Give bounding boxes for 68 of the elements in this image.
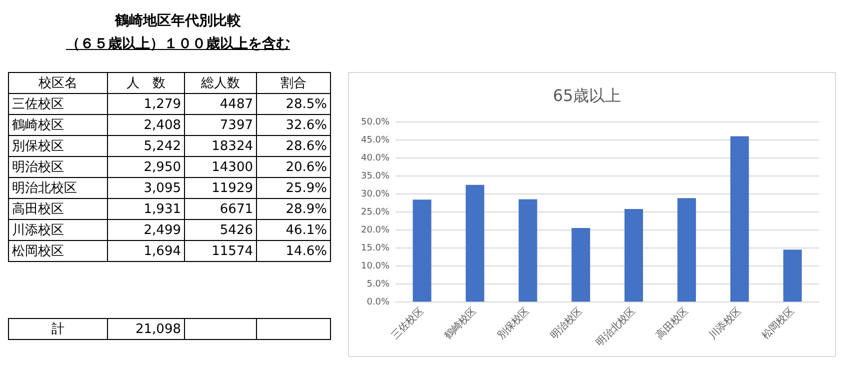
- text: 高田校区: [8, 198, 108, 220]
- y-tick-label: 0.0%: [366, 298, 390, 308]
- text: 28.6%: [256, 136, 330, 156]
- y-tick-label: 15.0%: [360, 244, 390, 254]
- text: 7397: [184, 114, 256, 136]
- text: 11574: [184, 240, 256, 262]
- x-tick-label: 明治北校区: [594, 304, 638, 349]
- text: 1,931: [108, 198, 184, 220]
- bar: [677, 198, 696, 302]
- text: 14.6%: [256, 240, 330, 262]
- text: 3,095: [108, 178, 184, 198]
- text: （６５歳以上）１００歳以上を含む: [66, 36, 290, 52]
- text: 割合: [256, 72, 330, 94]
- y-tick-label: 35.0%: [360, 172, 390, 182]
- text: 21,098: [108, 318, 184, 340]
- x-tick-label: 松岡校区: [760, 304, 796, 342]
- text: 1,694: [108, 240, 184, 262]
- text: 6671: [184, 198, 256, 220]
- text: 28.5%: [256, 94, 330, 114]
- bar: [412, 200, 432, 302]
- bar: [518, 199, 538, 302]
- text: 校区名: [8, 72, 108, 94]
- x-tick-label: 高田校区: [654, 304, 691, 342]
- text: 5426: [184, 220, 256, 240]
- text: 明治北校区: [8, 178, 108, 198]
- bar: [783, 250, 802, 302]
- text: 2,950: [108, 156, 184, 178]
- chart-title: 65歳以上: [552, 86, 622, 105]
- y-tick-label: 50.0%: [360, 118, 390, 128]
- y-tick-label: 45.0%: [360, 136, 390, 146]
- text: 4487: [184, 94, 256, 114]
- text: 2,499: [108, 220, 184, 240]
- x-tick-label: 川添校区: [706, 304, 744, 342]
- text: 2,408: [108, 114, 184, 136]
- y-tick-label: 40.0%: [360, 154, 390, 164]
- text: 18324: [184, 136, 256, 156]
- bar: [624, 208, 644, 302]
- x-tick-label: 明治校区: [548, 304, 585, 342]
- bar: [572, 228, 590, 302]
- x-tick-label: 別保校区: [495, 304, 532, 342]
- text: 明治校区: [8, 156, 108, 178]
- text: 川添校区: [8, 220, 108, 240]
- y-tick-label: 10.0%: [360, 262, 390, 272]
- text: 人 数: [108, 72, 184, 94]
- text: 46.1%: [256, 220, 330, 240]
- y-tick-label: 25.0%: [360, 208, 390, 218]
- bar: [466, 184, 484, 302]
- y-tick-label: 5.0%: [366, 280, 390, 290]
- text: 11929: [184, 178, 256, 198]
- text: 28.9%: [256, 198, 330, 220]
- text: 松岡校区: [8, 240, 108, 262]
- bar: [730, 136, 749, 302]
- y-tick-label: 20.0%: [360, 226, 390, 236]
- text: 32.6%: [256, 114, 330, 136]
- y-tick-label: 30.0%: [360, 190, 390, 200]
- text: 計: [8, 318, 108, 340]
- x-tick-label: 鶴崎校区: [442, 304, 479, 342]
- text: 14300: [184, 156, 256, 178]
- x-tick-label: 三佐校区: [389, 304, 426, 342]
- text: 三佐校区: [8, 94, 108, 114]
- text: 25.9%: [256, 178, 330, 198]
- text: 総人数: [184, 72, 256, 94]
- text: 5,242: [108, 136, 184, 156]
- text: 別保校区: [8, 136, 108, 156]
- text: 鶴崎地区年代別比較: [114, 12, 242, 30]
- text: 20.6%: [256, 156, 330, 178]
- text: 1,279: [108, 94, 184, 114]
- text: 鶴崎校区: [8, 114, 108, 136]
